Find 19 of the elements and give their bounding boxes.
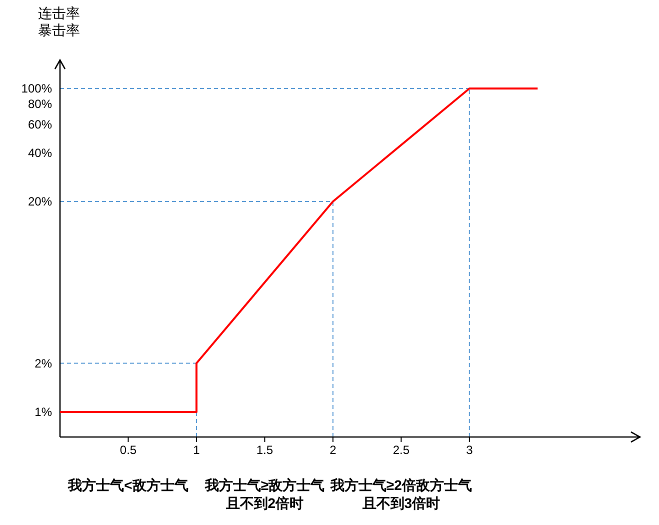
y-tick-label: 80% bbox=[28, 97, 52, 112]
y-tick-label: 60% bbox=[28, 117, 52, 132]
y-tick-label: 100% bbox=[21, 81, 52, 96]
x-tick-label: 3 bbox=[466, 443, 474, 457]
text: 我方士气<敌方士气 bbox=[67, 477, 188, 493]
x-tick-label: 1 bbox=[193, 443, 200, 457]
y-axis-title: 连击率暴击率 bbox=[38, 5, 80, 38]
text: 且不到3倍时 bbox=[361, 495, 440, 511]
y-tick-label: 40% bbox=[28, 146, 52, 160]
x-tick-label: 1.5 bbox=[256, 443, 274, 457]
x-tick-label: 2 bbox=[330, 443, 337, 457]
text: 我方士气≥2倍敌方士气 bbox=[329, 477, 472, 493]
y-tick-label: 2% bbox=[34, 356, 52, 370]
text: 且不到2倍时 bbox=[224, 495, 304, 511]
text: 我方士气≥敌方士气 bbox=[204, 477, 325, 493]
y-tick-label: 1% bbox=[34, 404, 52, 419]
x-tick-label: 0.5 bbox=[120, 443, 137, 457]
y-tick-label: 20% bbox=[28, 194, 52, 209]
x-tick-label: 2.5 bbox=[392, 443, 410, 457]
